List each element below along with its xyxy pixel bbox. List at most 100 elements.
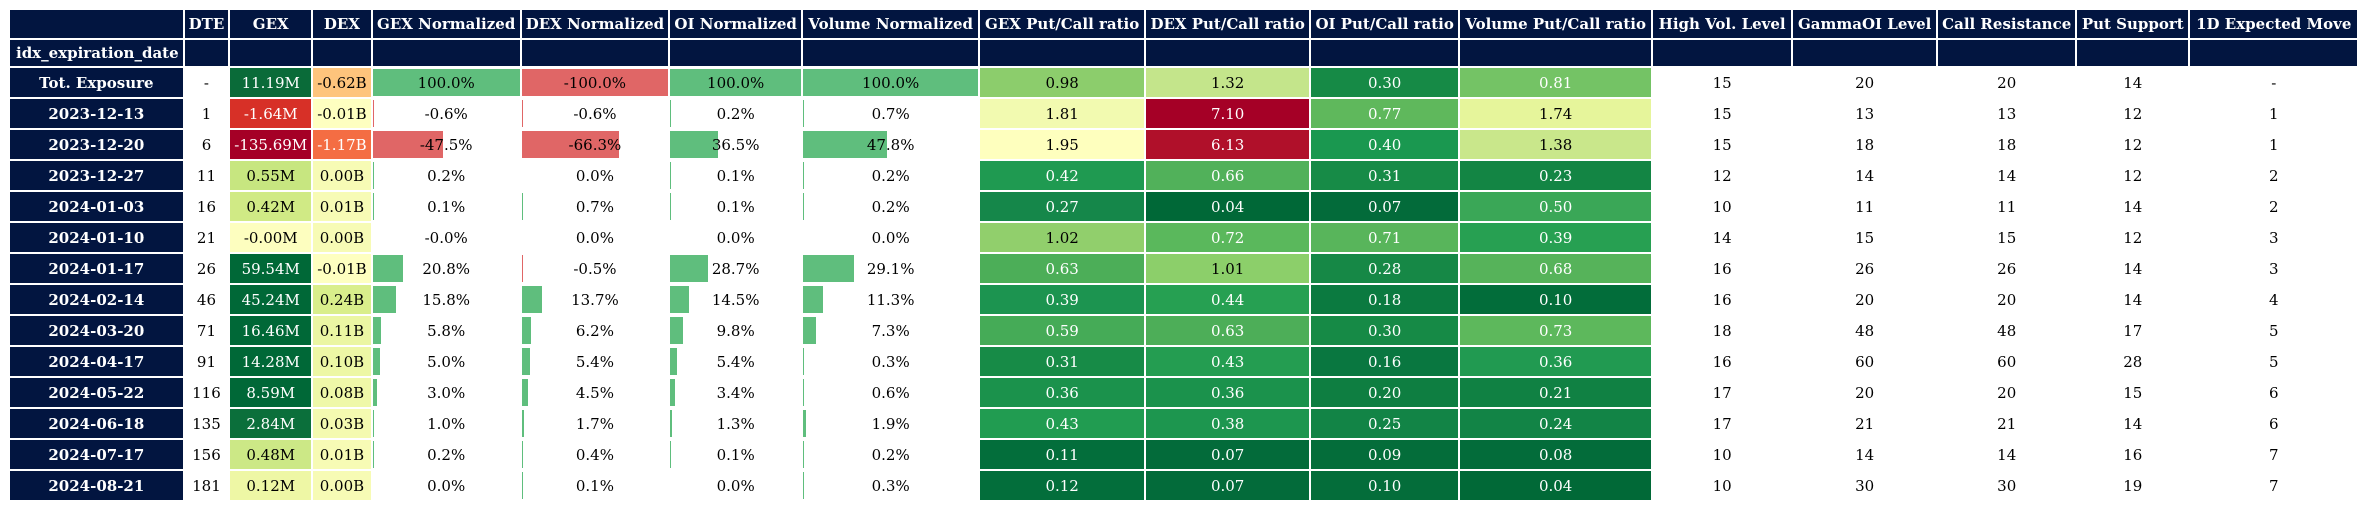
- cell-ps[interactable]: 14: [2123, 259, 2143, 278]
- cell-dexr[interactable]: 7.10: [1146, 99, 1310, 128]
- bar-cell-dexn[interactable]: 0.1%: [521, 471, 668, 500]
- column-header[interactable]: DEX: [313, 10, 371, 38]
- cell-ps[interactable]: 15: [2123, 383, 2143, 402]
- bar-cell-voln[interactable]: 0.3%: [803, 471, 978, 500]
- cell-em[interactable]: 3: [2268, 259, 2279, 278]
- bar-cell-oin[interactable]: 5.4%: [670, 347, 801, 376]
- cell-dexr[interactable]: 1.32: [1146, 68, 1310, 97]
- cell-goi[interactable]: 60: [1855, 352, 1875, 371]
- cell-em[interactable]: 7: [2268, 445, 2279, 464]
- cell-em[interactable]: 2: [2268, 166, 2279, 185]
- cell-dte[interactable]: 46: [196, 290, 216, 309]
- bar-cell-oin[interactable]: 0.2%: [670, 99, 801, 128]
- bar-cell-voln[interactable]: 100.0%: [803, 68, 979, 97]
- column-header[interactable]: DEX Put/Call ratio: [1146, 10, 1310, 38]
- bar-cell-gexn[interactable]: -0.0%: [373, 223, 520, 252]
- column-header[interactable]: GEX Normalized: [372, 10, 520, 38]
- bar-cell-dexn[interactable]: -100.0%: [521, 68, 669, 97]
- column-header[interactable]: Call Resistance: [1938, 10, 2076, 38]
- cell-gexr[interactable]: 0.36: [980, 378, 1145, 407]
- cell-em[interactable]: 3: [2268, 228, 2279, 247]
- cell-dte[interactable]: -: [203, 73, 209, 92]
- cell-oir[interactable]: 0.09: [1311, 440, 1459, 469]
- cell-dte[interactable]: 181: [192, 476, 221, 495]
- cell-dte[interactable]: 91: [196, 352, 216, 371]
- bar-cell-dexn[interactable]: 0.0%: [522, 223, 668, 252]
- bar-cell-gexn[interactable]: 0.0%: [373, 471, 520, 500]
- cell-gexr[interactable]: 0.59: [980, 316, 1145, 345]
- cell-gex[interactable]: -1.64M: [230, 99, 312, 128]
- cell-dex[interactable]: -1.17B: [313, 130, 371, 159]
- cell-goi[interactable]: 18: [1855, 135, 1875, 154]
- cell-cr[interactable]: 26: [1997, 259, 2017, 278]
- bar-cell-gexn[interactable]: 5.8%: [372, 316, 520, 345]
- cell-volr[interactable]: 0.39: [1460, 223, 1652, 252]
- cell-goi[interactable]: 14: [1855, 445, 1875, 464]
- bar-cell-voln[interactable]: 11.3%: [803, 285, 978, 314]
- bar-cell-dexn[interactable]: 0.7%: [521, 192, 668, 221]
- bar-cell-oin[interactable]: 0.0%: [670, 223, 801, 252]
- cell-volr[interactable]: 0.24: [1460, 409, 1652, 438]
- cell-hv[interactable]: 10: [1712, 197, 1732, 216]
- cell-dte[interactable]: 21: [196, 228, 216, 247]
- cell-em[interactable]: 6: [2268, 414, 2279, 433]
- cell-em[interactable]: 5: [2268, 352, 2279, 371]
- cell-dexr[interactable]: 0.38: [1146, 409, 1310, 438]
- cell-oir[interactable]: 0.20: [1311, 378, 1459, 407]
- cell-volr[interactable]: 0.50: [1460, 192, 1652, 221]
- cell-gex[interactable]: 14.28M: [230, 347, 312, 376]
- cell-hv[interactable]: 15: [1712, 135, 1732, 154]
- cell-dex[interactable]: 0.08B: [313, 378, 371, 407]
- row-header-date[interactable]: 2023-12-27: [10, 161, 183, 190]
- cell-goi[interactable]: 13: [1855, 104, 1875, 123]
- row-header-date[interactable]: 2024-03-20: [10, 316, 183, 345]
- bar-cell-gexn[interactable]: 0.2%: [372, 440, 520, 469]
- cell-volr[interactable]: 1.74: [1460, 99, 1652, 128]
- cell-dexr[interactable]: 0.66: [1146, 161, 1310, 190]
- column-header[interactable]: GEX: [230, 10, 312, 38]
- bar-cell-dexn[interactable]: -0.5%: [521, 254, 668, 283]
- cell-gex[interactable]: -0.00M: [230, 223, 312, 252]
- cell-volr[interactable]: 0.23: [1460, 161, 1652, 190]
- cell-dex[interactable]: 0.00B: [313, 223, 371, 252]
- row-header-date[interactable]: 2024-01-17: [10, 254, 183, 283]
- bar-cell-voln[interactable]: 0.6%: [803, 378, 978, 407]
- cell-em[interactable]: 4: [2268, 290, 2279, 309]
- cell-volr[interactable]: 0.21: [1460, 378, 1652, 407]
- cell-gexr[interactable]: 0.42: [980, 161, 1145, 190]
- column-header[interactable]: 1D Expected Move: [2190, 10, 2358, 38]
- cell-volr[interactable]: 0.81: [1460, 68, 1652, 97]
- cell-gexr[interactable]: 0.11: [980, 440, 1145, 469]
- cell-dex[interactable]: 0.00B: [313, 161, 371, 190]
- cell-dex[interactable]: 0.03B: [313, 409, 371, 438]
- row-header-date[interactable]: Tot. Exposure: [10, 68, 183, 97]
- cell-goi[interactable]: 26: [1855, 259, 1875, 278]
- cell-dexr[interactable]: 0.43: [1146, 347, 1310, 376]
- cell-gexr[interactable]: 0.63: [980, 254, 1145, 283]
- cell-gex[interactable]: 2.84M: [230, 409, 312, 438]
- cell-dex[interactable]: -0.62B: [313, 68, 371, 97]
- column-header[interactable]: OI Put/Call ratio: [1311, 10, 1459, 38]
- cell-dex[interactable]: 0.01B: [313, 440, 371, 469]
- cell-ps[interactable]: 12: [2123, 166, 2143, 185]
- cell-gexr[interactable]: 0.39: [980, 285, 1145, 314]
- cell-goi[interactable]: 30: [1855, 476, 1875, 495]
- cell-volr[interactable]: 0.04: [1460, 471, 1652, 500]
- cell-oir[interactable]: 0.28: [1311, 254, 1459, 283]
- bar-cell-gexn[interactable]: 5.0%: [372, 347, 520, 376]
- cell-ps[interactable]: 28: [2123, 352, 2143, 371]
- cell-cr[interactable]: 14: [1997, 445, 2017, 464]
- bar-cell-dexn[interactable]: 0.4%: [521, 440, 668, 469]
- bar-cell-dexn[interactable]: 5.4%: [521, 347, 668, 376]
- cell-gexr[interactable]: 0.98: [980, 68, 1145, 97]
- cell-gex[interactable]: 0.42M: [230, 192, 312, 221]
- column-header[interactable]: High Vol. Level: [1653, 10, 1792, 38]
- column-header[interactable]: DTE: [184, 10, 229, 38]
- bar-cell-gexn[interactable]: 100.0%: [372, 68, 520, 97]
- bar-cell-oin[interactable]: 0.1%: [670, 161, 801, 190]
- cell-cr[interactable]: 60: [1997, 352, 2017, 371]
- column-header[interactable]: Volume Normalized: [803, 10, 979, 38]
- cell-dexr[interactable]: 0.44: [1146, 285, 1310, 314]
- column-header[interactable]: Put Support: [2077, 10, 2189, 38]
- cell-oir[interactable]: 0.16: [1311, 347, 1459, 376]
